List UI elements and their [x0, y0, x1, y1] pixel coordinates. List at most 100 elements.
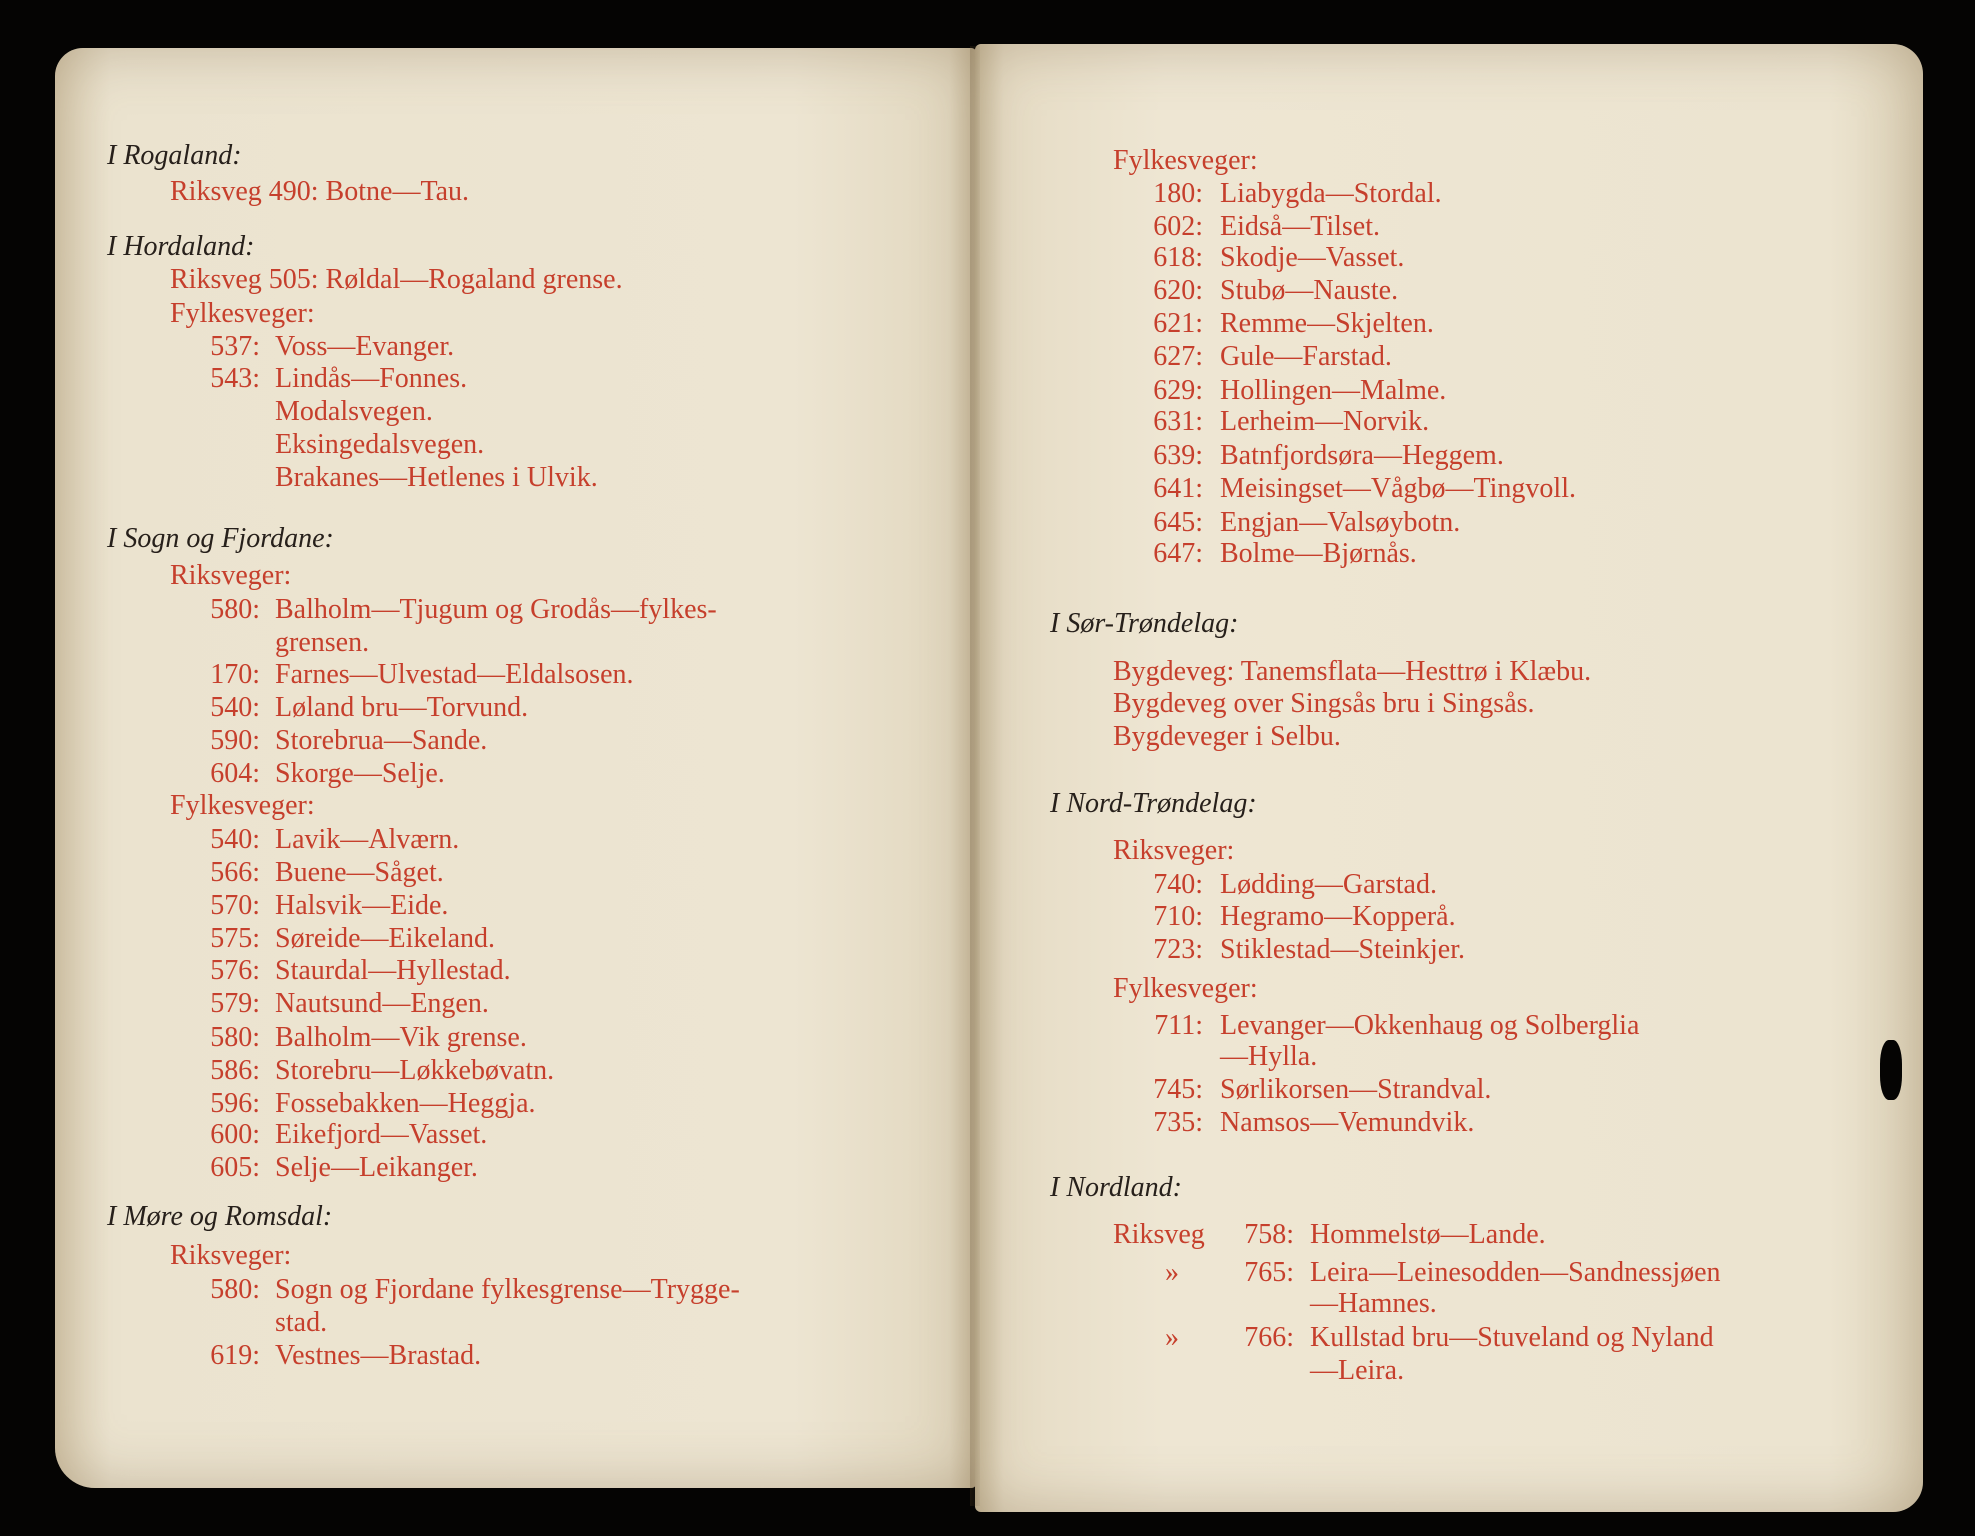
- road-category-label: Riksveger:: [170, 560, 292, 591]
- route-number: 765:: [1244, 1257, 1294, 1288]
- route-number: 758:: [1244, 1219, 1294, 1250]
- route-number: 605:: [210, 1152, 260, 1183]
- route-description: —Leira.: [1310, 1355, 1405, 1386]
- route-number: 575:: [210, 923, 260, 954]
- route-description: grensen.: [275, 627, 370, 658]
- route-line: Bygdeveger i Selbu.: [1113, 721, 1341, 752]
- road-category-label: Fylkesveger:: [170, 298, 315, 329]
- route-description: Kullstad bru—Stuveland og Nyland: [1310, 1322, 1714, 1353]
- road-category-label: Riksveger:: [170, 1240, 292, 1271]
- route-number: 766:: [1244, 1322, 1294, 1353]
- route-description: stad.: [275, 1307, 328, 1338]
- route-number: 629:: [1153, 375, 1203, 406]
- route-description: Hollingen—Malme.: [1220, 375, 1447, 406]
- route-description: Namsos—Vemundvik.: [1220, 1107, 1475, 1138]
- route-number: 586:: [210, 1055, 260, 1086]
- section-heading: I Rogaland:: [107, 140, 242, 171]
- route-description: Lerheim—Norvik.: [1220, 406, 1430, 437]
- section-heading: I Sør-Trøndelag:: [1050, 608, 1239, 639]
- route-description: Balholm—Vik grense.: [275, 1022, 527, 1053]
- route-description: Leira—Leinesodden—Sandnessjøen: [1310, 1257, 1721, 1288]
- section-heading: I Sogn og Fjordane:: [107, 523, 334, 554]
- route-number: 543:: [210, 363, 260, 394]
- route-number: 723:: [1153, 934, 1203, 965]
- road-category-label: Fylkesveger:: [1113, 145, 1258, 176]
- route-number: 735:: [1153, 1107, 1203, 1138]
- left-page: [55, 48, 977, 1488]
- route-number: 645:: [1153, 507, 1203, 538]
- route-description: Løland bru—Torvund.: [275, 692, 529, 723]
- road-category-label: Fylkesveger:: [1113, 973, 1258, 1004]
- route-description: Lødding—Garstad.: [1220, 869, 1437, 900]
- section-heading: I Hordaland:: [107, 231, 255, 262]
- route-number: 631:: [1153, 406, 1203, 437]
- route-description: Stubø—Nauste.: [1220, 275, 1399, 306]
- route-description: Søreide—Eikeland.: [275, 923, 496, 954]
- right-page: [975, 44, 1923, 1512]
- route-description: Vestnes—Brastad.: [275, 1340, 482, 1371]
- route-line: Riksveg 490: Botne—Tau.: [170, 176, 470, 207]
- route-number: 621:: [1153, 308, 1203, 339]
- route-description: Eksingedalsvegen.: [275, 429, 485, 460]
- route-description: Remme—Skjelten.: [1220, 308, 1434, 339]
- route-description: Balholm—Tjugum og Grodås—fylkes-: [275, 594, 717, 625]
- route-number: 604:: [210, 758, 260, 789]
- section-heading: I Nord-Trøndelag:: [1050, 788, 1257, 819]
- route-number: 537:: [210, 331, 260, 362]
- route-description: Eikefjord—Vasset.: [275, 1119, 488, 1150]
- route-description: —Hylla.: [1220, 1041, 1318, 1072]
- route-number: 180:: [1153, 178, 1203, 209]
- route-number: 620:: [1153, 275, 1203, 306]
- route-number: 580:: [210, 1274, 260, 1305]
- route-number: 580:: [210, 1022, 260, 1053]
- route-number: 596:: [210, 1088, 260, 1119]
- route-number: 579:: [210, 988, 260, 1019]
- route-description: Levanger—Okkenhaug og Solberglia: [1220, 1010, 1640, 1041]
- route-description: Batnfjordsøra—Heggem.: [1220, 440, 1504, 471]
- route-description: Storebru—Løkkebøvatn.: [275, 1055, 555, 1086]
- route-prefix: »: [1165, 1322, 1179, 1353]
- route-description: Sørlikorsen—Strandval.: [1220, 1074, 1492, 1105]
- route-number: 602:: [1153, 211, 1203, 242]
- route-description: Staurdal—Hyllestad.: [275, 955, 511, 986]
- route-number: 627:: [1153, 341, 1203, 372]
- route-description: Lindås—Fonnes.: [275, 363, 468, 394]
- route-description: Brakanes—Hetlenes i Ulvik.: [275, 462, 598, 493]
- section-heading: I Møre og Romsdal:: [107, 1201, 333, 1232]
- route-description: Voss—Evanger.: [275, 331, 455, 362]
- route-line: Riksveg 505: Røldal—Rogaland grense.: [170, 264, 623, 295]
- route-description: Selje—Leikanger.: [275, 1152, 478, 1183]
- route-number: 576:: [210, 955, 260, 986]
- route-number: 590:: [210, 725, 260, 756]
- route-description: Hommelstø—Lande.: [1310, 1219, 1546, 1250]
- route-description: Nautsund—Engen.: [275, 988, 489, 1019]
- route-description: Halsvik—Eide.: [275, 890, 449, 921]
- section-heading: I Nordland:: [1050, 1172, 1182, 1203]
- route-description: Sogn og Fjordane fylkesgrense—Trygge-: [275, 1274, 740, 1305]
- route-description: Meisingset—Vågbø—Tingvoll.: [1220, 473, 1576, 504]
- route-line: Bygdeveg over Singsås bru i Singsås.: [1113, 688, 1535, 719]
- route-description: Engjan—Valsøybotn.: [1220, 507, 1461, 538]
- route-number: 618:: [1153, 242, 1203, 273]
- road-category-label: Fylkesveger:: [170, 790, 315, 821]
- route-description: Lavik—Alværn.: [275, 824, 460, 855]
- route-number: 740:: [1153, 869, 1203, 900]
- route-description: Farnes—Ulvestad—Eldalsosen.: [275, 659, 634, 690]
- route-number: 570:: [210, 890, 260, 921]
- route-description: Buene—Såget.: [275, 857, 444, 888]
- route-description: Stiklestad—Steinkjer.: [1220, 934, 1465, 965]
- route-number: 566:: [210, 857, 260, 888]
- route-description: Fossebakken—Heggja.: [275, 1088, 536, 1119]
- route-description: Hegramo—Kopperå.: [1220, 901, 1456, 932]
- route-description: —Hamnes.: [1310, 1288, 1437, 1319]
- route-prefix: Riksveg: [1113, 1219, 1205, 1250]
- road-category-label: Riksveger:: [1113, 835, 1235, 866]
- route-number: 580:: [210, 594, 260, 625]
- route-number: 170:: [210, 659, 260, 690]
- route-number: 647:: [1153, 538, 1203, 569]
- torn-edge-mark: [1880, 1040, 1902, 1100]
- route-description: Eidså—Tilset.: [1220, 211, 1380, 242]
- route-line: Bygdeveg: Tanemsflata—Hesttrø i Klæbu.: [1113, 656, 1592, 687]
- route-number: 619:: [210, 1340, 260, 1371]
- route-number: 600:: [210, 1119, 260, 1150]
